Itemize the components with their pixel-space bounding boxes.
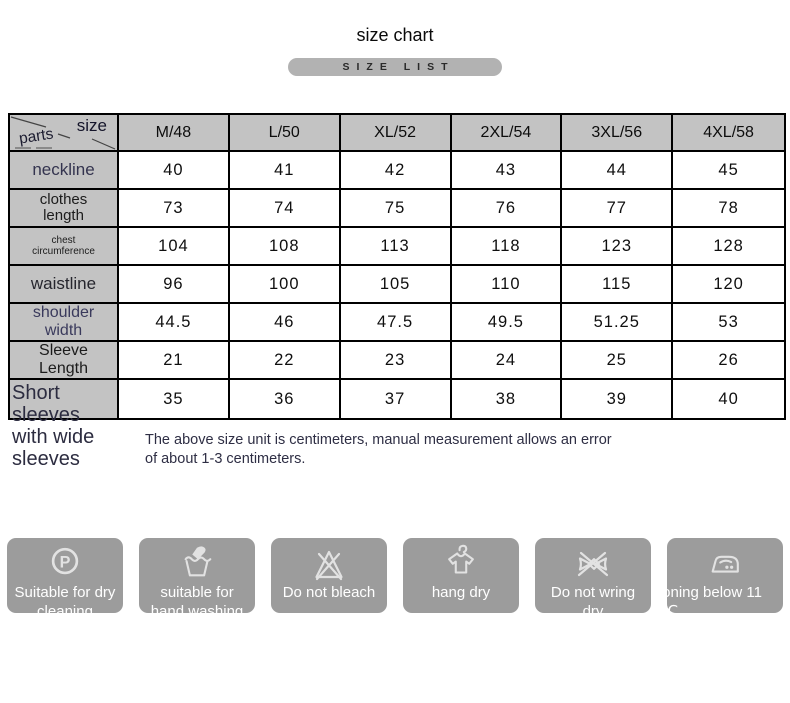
row-label: Sleeve Length: [10, 342, 119, 380]
care-label: Suitable for dry cleaning: [14, 584, 116, 613]
care-box-hand-wash: suitable for hand washing: [139, 538, 255, 613]
size-value-cell: 118: [451, 228, 563, 266]
size-value-cell: 76: [451, 190, 563, 228]
column-header: XL/52: [340, 115, 452, 152]
row-label: shoulder width: [10, 304, 119, 342]
size-value-cell: 104: [119, 228, 230, 266]
measurement-note-line2: of about 1-3 centimeters.: [145, 451, 306, 467]
size-value-cell: 24: [451, 342, 563, 380]
care-label: suitable for hand washing: [150, 584, 244, 613]
size-value-cell: 47.5: [340, 304, 452, 342]
row-label: chest circumference: [10, 228, 119, 266]
column-header: 2XL/54: [451, 115, 563, 152]
size-value-cell: 22: [229, 342, 341, 380]
size-value-cell: 74: [229, 190, 341, 228]
size-value-cell: 77: [562, 190, 674, 228]
column-header: M/48: [119, 115, 230, 152]
size-value-cell: 41: [229, 152, 341, 190]
size-value-cell: 23: [340, 342, 452, 380]
circled-p-icon: P: [51, 547, 79, 575]
size-value-cell: 37: [341, 380, 452, 418]
size-value-cell: 44.5: [119, 304, 230, 342]
size-value-cell: 21: [119, 342, 230, 380]
size-value-cell: 115: [562, 266, 674, 304]
care-box-no-bleach: Do not bleach: [271, 538, 387, 613]
column-header: L/50: [229, 115, 341, 152]
size-value-cell: 40: [119, 152, 230, 190]
size-value-cell: 49.5: [451, 304, 563, 342]
corner-dash: [36, 147, 52, 149]
care-box-ironing: Ironing below 110℃: [653, 538, 783, 620]
row-label: neckline: [10, 152, 119, 190]
iron-icon: [711, 555, 739, 573]
column-header: 3XL/56: [562, 115, 674, 152]
size-value-cell: 26: [673, 342, 784, 380]
care-box-no-wring: Do not wring dry: [535, 538, 651, 613]
size-value-cell: 35: [119, 380, 230, 418]
size-value-cell: 78: [673, 190, 784, 228]
size-value-cell: 25: [562, 342, 674, 380]
size-value-cell: 36: [230, 380, 341, 418]
size-value-cell: 38: [452, 380, 563, 418]
size-list-banner: SIZE LIST: [288, 58, 502, 76]
care-label: Do not wring dry: [550, 584, 636, 613]
no-wring-icon: [577, 551, 609, 577]
page-title: size chart: [356, 25, 434, 45]
size-value-cell: 110: [451, 266, 563, 304]
care-instructions-row: P Suitable for dry cleaning suitable for…: [7, 538, 783, 620]
size-value-cell: 51.25: [562, 304, 674, 342]
row-label: waistline: [10, 266, 119, 304]
size-value-cell: 100: [229, 266, 341, 304]
size-value-cell: 108: [229, 228, 341, 266]
size-value-cell: 43: [451, 152, 563, 190]
size-value-cell: 73: [119, 190, 230, 228]
row-label: clothes length: [10, 190, 119, 228]
row-label: Short sleeves with wide sleeves: [10, 380, 119, 470]
size-value-cell: 75: [340, 190, 452, 228]
hand-wash-icon: [184, 546, 212, 577]
size-value-cell: 44: [562, 152, 674, 190]
size-value-cell: 40: [718, 389, 739, 408]
size-value-cell: 53: [673, 304, 784, 342]
care-label: Ironing below 110℃: [653, 584, 762, 620]
size-value-cell: 45: [673, 152, 784, 190]
size-value-cell: 46: [229, 304, 341, 342]
diagonal-divider: [10, 116, 116, 150]
care-box-dry-clean: P Suitable for dry cleaning: [7, 538, 123, 613]
size-value-cell: 128: [673, 228, 784, 266]
size-value-cell: 120: [673, 266, 784, 304]
measurement-note: The above size unit is centimeters, manu…: [145, 431, 612, 469]
care-label: hang dry: [431, 584, 491, 601]
measurement-note-line1: The above size unit is centimeters, manu…: [145, 432, 612, 448]
size-value-cell: 42: [340, 152, 452, 190]
no-bleach-icon: [315, 550, 343, 581]
corner-dash: [15, 147, 31, 149]
corner-size-label: size: [76, 116, 107, 135]
column-header: 4XL/58: [673, 115, 784, 152]
size-value-cell: 123: [562, 228, 674, 266]
size-value-cell: 113: [340, 228, 452, 266]
care-label: Do not bleach: [282, 584, 376, 601]
size-table: size parts M/48 L/50 XL/52 2XL/54 3XL/56…: [8, 113, 786, 470]
size-value-cell: 105: [340, 266, 452, 304]
hang-dry-icon: [448, 544, 474, 574]
svg-text:P: P: [60, 553, 71, 571]
size-value-cell: 96: [119, 266, 230, 304]
care-box-hang-dry: hang dry: [403, 538, 519, 613]
size-value-cell: 39: [562, 380, 674, 418]
table-corner-cell: size parts: [10, 115, 119, 152]
